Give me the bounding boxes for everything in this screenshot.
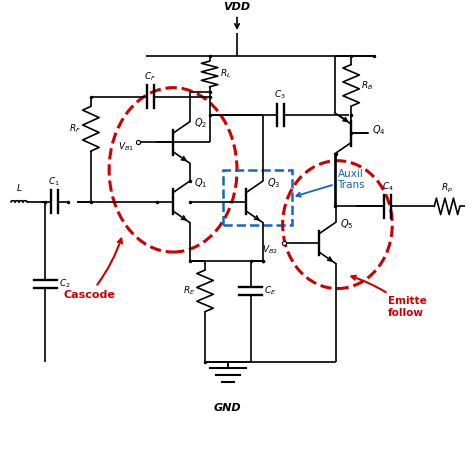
Text: $Q_1$: $Q_1$	[194, 176, 207, 190]
Text: GND: GND	[214, 403, 242, 413]
Text: Emitte
follow: Emitte follow	[351, 276, 427, 318]
Text: $R_p$: $R_p$	[441, 182, 453, 195]
Text: $C_E$: $C_E$	[264, 284, 277, 297]
Text: Cascode: Cascode	[64, 238, 122, 300]
Text: Auxil
Trans: Auxil Trans	[296, 169, 365, 197]
Text: $C_4$: $C_4$	[382, 180, 393, 193]
Text: $R_F$: $R_F$	[69, 122, 81, 135]
Text: VDD: VDD	[223, 2, 251, 12]
Text: $Q_4$: $Q_4$	[372, 123, 386, 137]
Text: $C_3$: $C_3$	[274, 89, 286, 101]
Text: $R_E$: $R_E$	[182, 284, 195, 297]
Text: $C_1$: $C_1$	[48, 176, 60, 188]
Text: $L$: $L$	[16, 182, 22, 193]
Text: $C_2$: $C_2$	[59, 278, 71, 290]
Text: $R_L$: $R_L$	[219, 68, 231, 80]
Text: $Q_5$: $Q_5$	[340, 217, 354, 231]
Text: $Q_3$: $Q_3$	[267, 176, 281, 190]
Text: $V_{B2}$: $V_{B2}$	[262, 243, 278, 255]
Text: $Q_2$: $Q_2$	[194, 117, 207, 130]
Text: $R_B$: $R_B$	[361, 79, 374, 91]
Text: $V_{B1}$: $V_{B1}$	[118, 140, 134, 153]
Text: $C_F$: $C_F$	[144, 71, 156, 83]
